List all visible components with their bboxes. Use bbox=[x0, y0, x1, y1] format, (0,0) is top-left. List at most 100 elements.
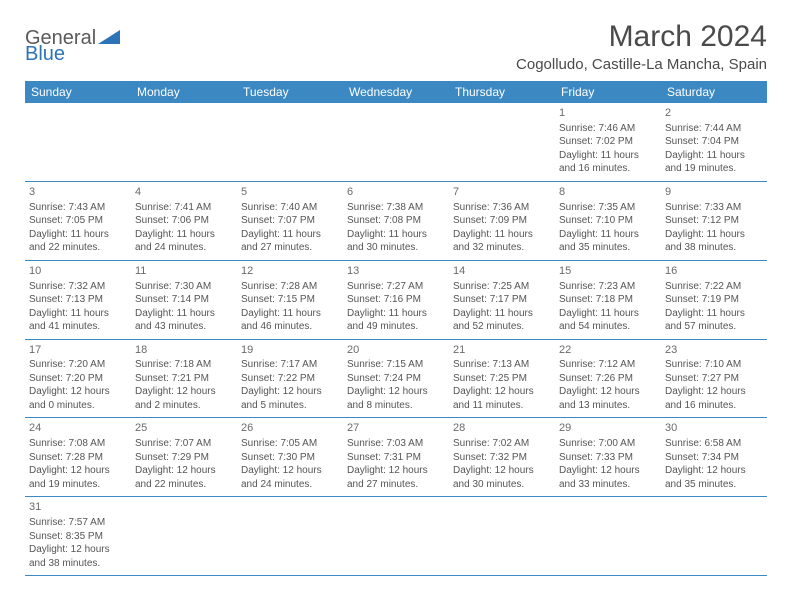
sunrise-line: Sunrise: 7:13 AM bbox=[453, 358, 551, 372]
sunrise-line: Sunrise: 7:00 AM bbox=[559, 437, 657, 451]
calendar: SundayMondayTuesdayWednesdayThursdayFrid… bbox=[25, 81, 767, 576]
sunrise-line: Sunrise: 7:32 AM bbox=[29, 280, 127, 294]
sunrise-line: Sunrise: 7:03 AM bbox=[347, 437, 445, 451]
weekday-header: Thursday bbox=[449, 81, 555, 103]
location-text: Cogolludo, Castille-La Mancha, Spain bbox=[516, 56, 767, 73]
day-cell: 20Sunrise: 7:15 AMSunset: 7:24 PMDayligh… bbox=[343, 340, 449, 418]
sunset-line: Sunset: 7:26 PM bbox=[559, 372, 657, 386]
sunset-line: Sunset: 7:05 PM bbox=[29, 214, 127, 228]
sunset-line: Sunset: 7:13 PM bbox=[29, 293, 127, 307]
day-cell bbox=[25, 103, 131, 181]
day-number: 26 bbox=[241, 421, 339, 436]
sunrise-line: Sunrise: 7:35 AM bbox=[559, 201, 657, 215]
week-row: 10Sunrise: 7:32 AMSunset: 7:13 PMDayligh… bbox=[25, 261, 767, 340]
sunset-line: Sunset: 7:29 PM bbox=[135, 451, 233, 465]
sunset-line: Sunset: 7:27 PM bbox=[665, 372, 763, 386]
sunset-line: Sunset: 7:34 PM bbox=[665, 451, 763, 465]
daylight-line: Daylight: 11 hours and 43 minutes. bbox=[135, 307, 233, 334]
sunset-line: Sunset: 7:16 PM bbox=[347, 293, 445, 307]
month-title: March 2024 bbox=[516, 20, 767, 54]
weeks-container: 1Sunrise: 7:46 AMSunset: 7:02 PMDaylight… bbox=[25, 103, 767, 576]
day-number: 9 bbox=[665, 185, 763, 200]
sunset-line: Sunset: 7:28 PM bbox=[29, 451, 127, 465]
sunset-line: Sunset: 7:21 PM bbox=[135, 372, 233, 386]
sunrise-line: Sunrise: 7:36 AM bbox=[453, 201, 551, 215]
sunrise-line: Sunrise: 7:02 AM bbox=[453, 437, 551, 451]
day-cell: 10Sunrise: 7:32 AMSunset: 7:13 PMDayligh… bbox=[25, 261, 131, 339]
day-number: 18 bbox=[135, 343, 233, 358]
day-cell: 29Sunrise: 7:00 AMSunset: 7:33 PMDayligh… bbox=[555, 418, 661, 496]
daylight-line: Daylight: 12 hours and 8 minutes. bbox=[347, 385, 445, 412]
sunrise-line: Sunrise: 7:22 AM bbox=[665, 280, 763, 294]
day-cell: 1Sunrise: 7:46 AMSunset: 7:02 PMDaylight… bbox=[555, 103, 661, 181]
header: General Blue March 2024 Cogolludo, Casti… bbox=[25, 20, 767, 73]
weekday-header: Saturday bbox=[661, 81, 767, 103]
sunrise-line: Sunrise: 7:40 AM bbox=[241, 201, 339, 215]
day-number: 4 bbox=[135, 185, 233, 200]
weekday-header: Wednesday bbox=[343, 81, 449, 103]
day-number: 13 bbox=[347, 264, 445, 279]
sunset-line: Sunset: 7:25 PM bbox=[453, 372, 551, 386]
sunrise-line: Sunrise: 7:18 AM bbox=[135, 358, 233, 372]
day-cell: 30Sunrise: 6:58 AMSunset: 7:34 PMDayligh… bbox=[661, 418, 767, 496]
sunset-line: Sunset: 7:08 PM bbox=[347, 214, 445, 228]
sunset-line: Sunset: 7:24 PM bbox=[347, 372, 445, 386]
daylight-line: Daylight: 11 hours and 24 minutes. bbox=[135, 228, 233, 255]
daylight-line: Daylight: 12 hours and 19 minutes. bbox=[29, 464, 127, 491]
day-cell: 27Sunrise: 7:03 AMSunset: 7:31 PMDayligh… bbox=[343, 418, 449, 496]
day-number: 14 bbox=[453, 264, 551, 279]
sunrise-line: Sunrise: 7:25 AM bbox=[453, 280, 551, 294]
daylight-line: Daylight: 12 hours and 5 minutes. bbox=[241, 385, 339, 412]
daylight-line: Daylight: 11 hours and 46 minutes. bbox=[241, 307, 339, 334]
daylight-line: Daylight: 12 hours and 24 minutes. bbox=[241, 464, 339, 491]
daylight-line: Daylight: 11 hours and 19 minutes. bbox=[665, 149, 763, 176]
day-number: 21 bbox=[453, 343, 551, 358]
day-number: 2 bbox=[665, 106, 763, 121]
day-cell: 3Sunrise: 7:43 AMSunset: 7:05 PMDaylight… bbox=[25, 182, 131, 260]
day-cell: 23Sunrise: 7:10 AMSunset: 7:27 PMDayligh… bbox=[661, 340, 767, 418]
weekday-header: Friday bbox=[555, 81, 661, 103]
daylight-line: Daylight: 11 hours and 22 minutes. bbox=[29, 228, 127, 255]
sunset-line: Sunset: 7:14 PM bbox=[135, 293, 233, 307]
day-number: 11 bbox=[135, 264, 233, 279]
sunset-line: Sunset: 7:22 PM bbox=[241, 372, 339, 386]
week-row: 24Sunrise: 7:08 AMSunset: 7:28 PMDayligh… bbox=[25, 418, 767, 497]
day-number: 23 bbox=[665, 343, 763, 358]
day-cell: 12Sunrise: 7:28 AMSunset: 7:15 PMDayligh… bbox=[237, 261, 343, 339]
day-number: 28 bbox=[453, 421, 551, 436]
daylight-line: Daylight: 11 hours and 30 minutes. bbox=[347, 228, 445, 255]
daylight-line: Daylight: 11 hours and 54 minutes. bbox=[559, 307, 657, 334]
day-cell: 15Sunrise: 7:23 AMSunset: 7:18 PMDayligh… bbox=[555, 261, 661, 339]
sunrise-line: Sunrise: 7:57 AM bbox=[29, 516, 127, 530]
daylight-line: Daylight: 11 hours and 16 minutes. bbox=[559, 149, 657, 176]
day-cell bbox=[449, 103, 555, 181]
sunset-line: Sunset: 7:32 PM bbox=[453, 451, 551, 465]
day-number: 8 bbox=[559, 185, 657, 200]
sunset-line: Sunset: 7:19 PM bbox=[665, 293, 763, 307]
day-number: 12 bbox=[241, 264, 339, 279]
sunrise-line: Sunrise: 7:43 AM bbox=[29, 201, 127, 215]
sunset-line: Sunset: 7:09 PM bbox=[453, 214, 551, 228]
daylight-line: Daylight: 12 hours and 30 minutes. bbox=[453, 464, 551, 491]
daylight-line: Daylight: 12 hours and 38 minutes. bbox=[29, 543, 127, 570]
daylight-line: Daylight: 11 hours and 32 minutes. bbox=[453, 228, 551, 255]
day-cell: 16Sunrise: 7:22 AMSunset: 7:19 PMDayligh… bbox=[661, 261, 767, 339]
day-cell: 19Sunrise: 7:17 AMSunset: 7:22 PMDayligh… bbox=[237, 340, 343, 418]
sunset-line: Sunset: 7:06 PM bbox=[135, 214, 233, 228]
day-cell: 31Sunrise: 7:57 AMSunset: 8:35 PMDayligh… bbox=[25, 497, 131, 575]
day-cell: 9Sunrise: 7:33 AMSunset: 7:12 PMDaylight… bbox=[661, 182, 767, 260]
day-number: 29 bbox=[559, 421, 657, 436]
day-number: 3 bbox=[29, 185, 127, 200]
sunset-line: Sunset: 7:18 PM bbox=[559, 293, 657, 307]
day-cell: 28Sunrise: 7:02 AMSunset: 7:32 PMDayligh… bbox=[449, 418, 555, 496]
week-row: 17Sunrise: 7:20 AMSunset: 7:20 PMDayligh… bbox=[25, 340, 767, 419]
sunrise-line: Sunrise: 7:07 AM bbox=[135, 437, 233, 451]
sunset-line: Sunset: 8:35 PM bbox=[29, 530, 127, 544]
day-number: 22 bbox=[559, 343, 657, 358]
weekday-header-row: SundayMondayTuesdayWednesdayThursdayFrid… bbox=[25, 81, 767, 103]
sunset-line: Sunset: 7:12 PM bbox=[665, 214, 763, 228]
day-cell: 13Sunrise: 7:27 AMSunset: 7:16 PMDayligh… bbox=[343, 261, 449, 339]
daylight-line: Daylight: 12 hours and 35 minutes. bbox=[665, 464, 763, 491]
daylight-line: Daylight: 12 hours and 22 minutes. bbox=[135, 464, 233, 491]
day-cell: 24Sunrise: 7:08 AMSunset: 7:28 PMDayligh… bbox=[25, 418, 131, 496]
